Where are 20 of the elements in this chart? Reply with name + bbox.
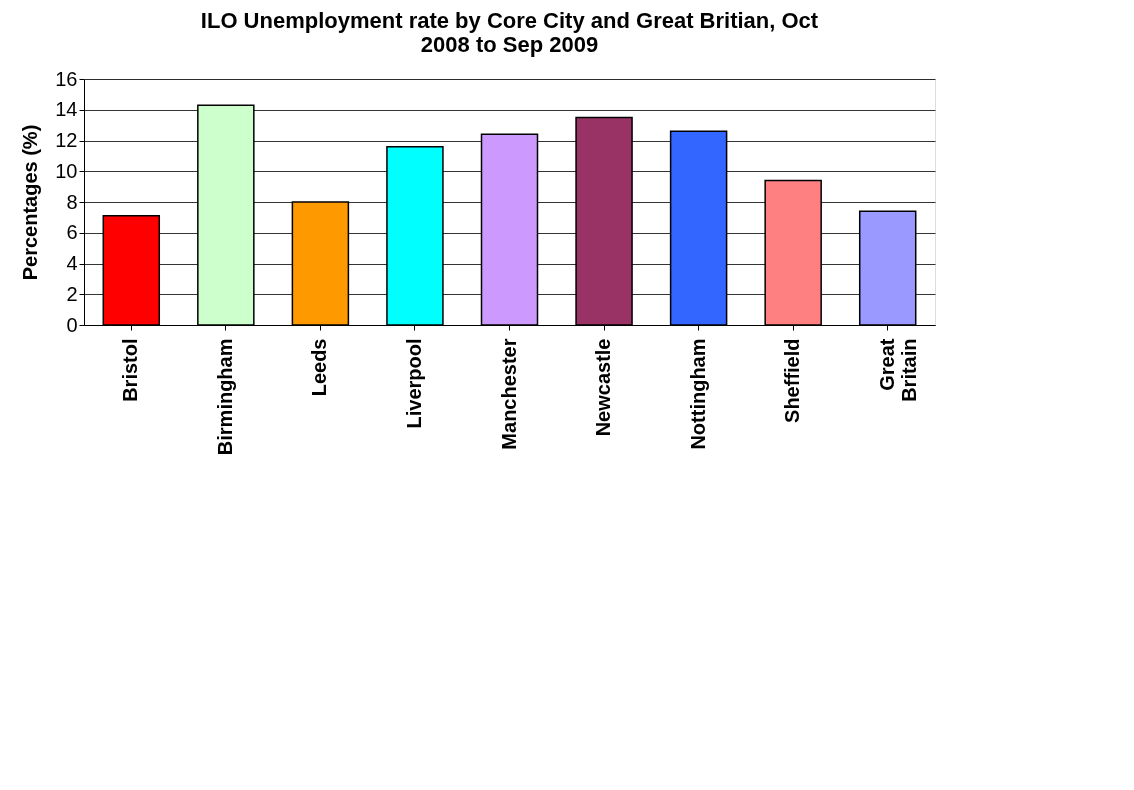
- y-axis-title: Percentages (%): [19, 124, 42, 281]
- x-tick-label: Leeds: [308, 338, 331, 397]
- x-tick-label: Bristol: [119, 338, 142, 402]
- y-tick-label: 6: [66, 221, 78, 244]
- y-tick-label: 10: [55, 159, 78, 182]
- x-tick-label: Newcastle: [592, 338, 615, 437]
- x-tick-label: Manchester: [497, 338, 520, 450]
- y-tick-label: 4: [66, 252, 78, 274]
- x-tick-label: Great Britain: [875, 338, 920, 402]
- y-tick-label: 2: [66, 282, 78, 305]
- y-tick-label: 8: [66, 190, 78, 213]
- x-tick-label: Birmingham: [213, 338, 236, 456]
- x-tick-label: Liverpool: [402, 338, 425, 429]
- x-tick-label: Sheffield: [781, 338, 804, 423]
- y-tick-label: 0: [66, 313, 78, 336]
- y-tick-label: 12: [55, 129, 78, 151]
- y-tick-label: 16: [55, 67, 78, 90]
- y-tick-label: 14: [55, 98, 78, 121]
- x-tick-label: Nottingham: [686, 338, 709, 450]
- chart-title: ILO Unemployment rate by Core City and Great Britian, Oct 2008 to Sep 2009: [200, 8, 819, 57]
